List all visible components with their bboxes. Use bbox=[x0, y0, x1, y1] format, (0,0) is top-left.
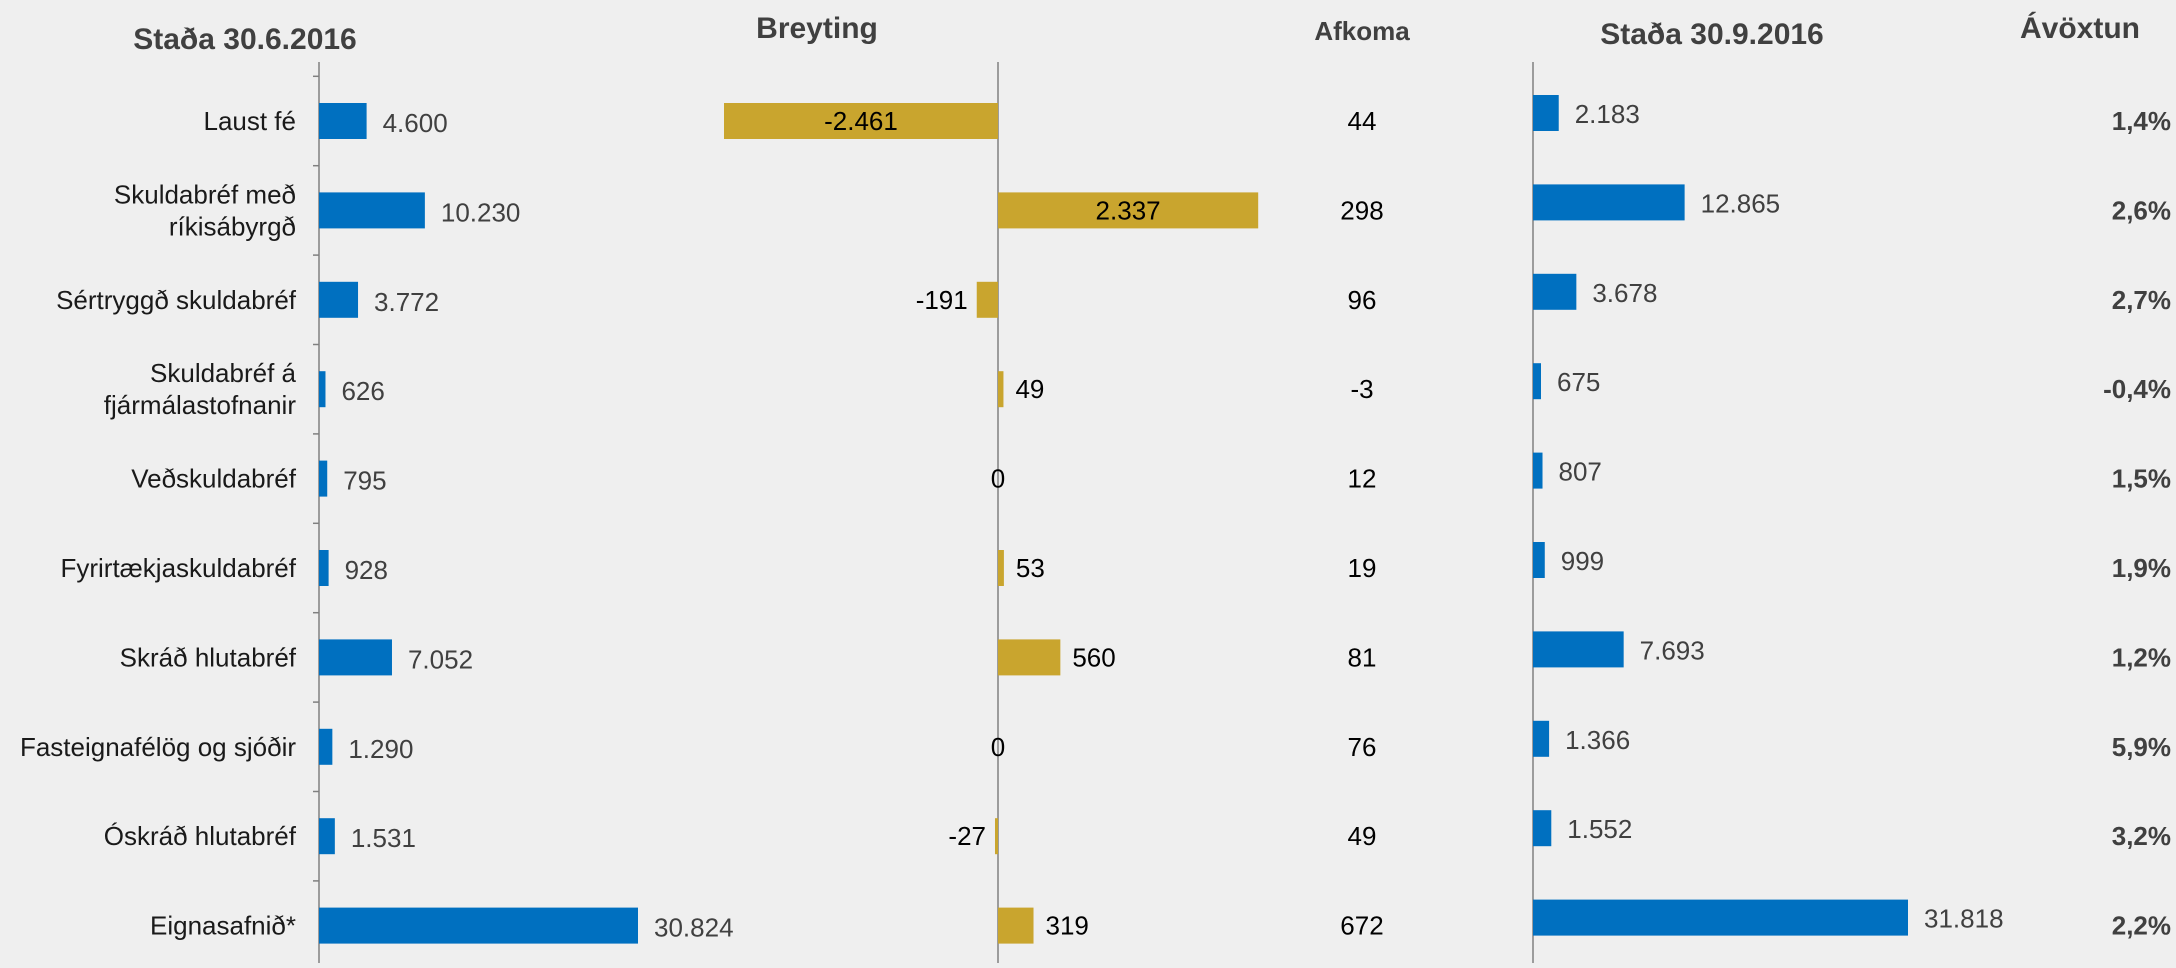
bar-change bbox=[998, 639, 1061, 676]
bar-end bbox=[1533, 363, 1541, 400]
bar-end-label: 1.366 bbox=[1565, 725, 1630, 755]
bar-change-label: 2.337 bbox=[1096, 195, 1161, 225]
return-value: 1,2% bbox=[2112, 642, 2171, 672]
bar-end-label: 3.678 bbox=[1592, 278, 1657, 308]
category-label: Fasteignafélög og sjóðir bbox=[20, 732, 296, 762]
return-value: -0,4% bbox=[2103, 374, 2171, 404]
bar-change-label: 53 bbox=[1016, 553, 1045, 583]
return-value: 1,9% bbox=[2112, 553, 2171, 583]
bar-end bbox=[1533, 95, 1559, 131]
bar-end bbox=[1533, 899, 1908, 936]
bar-change-label: 0 bbox=[991, 464, 1005, 494]
category-label: Óskráð hlutabréf bbox=[104, 821, 297, 851]
bar-change-label: 560 bbox=[1072, 642, 1115, 672]
result-value: 298 bbox=[1340, 195, 1383, 225]
bar-start bbox=[319, 818, 335, 855]
bar-end-label: 31.818 bbox=[1924, 904, 2004, 934]
bar-end bbox=[1533, 273, 1577, 310]
bar-start bbox=[319, 103, 367, 139]
bar-change bbox=[998, 550, 1004, 586]
bar-end bbox=[1533, 542, 1545, 578]
return-value: 2,7% bbox=[2112, 285, 2171, 315]
header-result: Afkoma bbox=[1314, 16, 1410, 46]
header-change: Breyting bbox=[756, 12, 878, 45]
header-start: Staða 30.6.2016 bbox=[133, 23, 357, 56]
bar-start bbox=[319, 281, 359, 318]
bar-start bbox=[319, 639, 392, 676]
return-value: 5,9% bbox=[2112, 732, 2171, 762]
bar-change bbox=[998, 192, 1259, 229]
return-value: 1,5% bbox=[2112, 464, 2171, 494]
return-value: 2,6% bbox=[2112, 195, 2171, 225]
bar-end-label: 2.183 bbox=[1575, 99, 1640, 129]
category-label: Veðskuldabréf bbox=[131, 464, 297, 494]
bar-end bbox=[1533, 720, 1550, 757]
bar-start-label: 10.230 bbox=[441, 197, 521, 227]
bar-start-label: 4.600 bbox=[383, 108, 448, 138]
bar-change bbox=[998, 907, 1034, 944]
bar-start bbox=[319, 460, 328, 497]
category-label: Skuldabréf á bbox=[150, 358, 297, 388]
result-value: 76 bbox=[1348, 732, 1377, 762]
result-value: 12 bbox=[1348, 464, 1377, 494]
bar-change-label: -191 bbox=[916, 285, 968, 315]
header-return: Ávöxtun bbox=[2020, 11, 2140, 45]
bar-change bbox=[998, 371, 1004, 408]
category-label: Skuldabréf með bbox=[114, 179, 296, 209]
result-value: -3 bbox=[1350, 374, 1373, 404]
bar-start-label: 795 bbox=[343, 466, 386, 496]
bar-start-label: 626 bbox=[341, 376, 384, 406]
bar-change-label: 0 bbox=[991, 732, 1005, 762]
bar-end bbox=[1533, 452, 1543, 489]
result-value: 672 bbox=[1340, 911, 1383, 941]
bar-end-label: 7.693 bbox=[1640, 635, 1705, 665]
category-label: Laust fé bbox=[203, 106, 296, 136]
category-label: Sértryggð skuldabréf bbox=[56, 285, 297, 315]
bar-start-label: 3.772 bbox=[374, 287, 439, 317]
result-value: 19 bbox=[1348, 553, 1377, 583]
bar-start-label: 1.290 bbox=[348, 734, 413, 764]
category-label: fjármálastofnanir bbox=[104, 390, 297, 420]
bar-start-label: 1.531 bbox=[351, 823, 416, 853]
bar-change bbox=[976, 281, 998, 318]
header-end: Staða 30.9.2016 bbox=[1600, 18, 1824, 51]
bar-start bbox=[319, 192, 425, 229]
bar-change bbox=[994, 818, 998, 855]
bar-change-label: 319 bbox=[1046, 911, 1089, 941]
category-label: Eignasafnið* bbox=[150, 911, 296, 941]
return-value: 3,2% bbox=[2112, 821, 2171, 851]
bar-end-label: 999 bbox=[1561, 546, 1604, 576]
bar-start-label: 928 bbox=[345, 555, 388, 585]
category-label: Fyrirtækjaskuldabréf bbox=[60, 553, 296, 583]
return-value: 1,4% bbox=[2112, 106, 2171, 136]
bar-change bbox=[724, 103, 998, 139]
bar-change-label: -27 bbox=[948, 821, 986, 851]
category-label: Skráð hlutabréf bbox=[120, 642, 297, 672]
result-value: 81 bbox=[1348, 642, 1377, 672]
bar-start bbox=[319, 371, 326, 408]
bar-end bbox=[1533, 631, 1624, 668]
result-value: 96 bbox=[1348, 285, 1377, 315]
result-value: 49 bbox=[1348, 821, 1377, 851]
bar-start bbox=[319, 907, 638, 944]
bar-start-label: 30.824 bbox=[654, 913, 734, 943]
bar-start bbox=[319, 550, 329, 586]
bar-end bbox=[1533, 810, 1552, 847]
bar-change-label: -2.461 bbox=[824, 106, 898, 136]
bar-start-label: 7.052 bbox=[408, 644, 473, 674]
bar-end-label: 675 bbox=[1557, 367, 1600, 397]
bar-end-label: 1.552 bbox=[1567, 814, 1632, 844]
bar-end bbox=[1533, 184, 1685, 221]
result-value: 44 bbox=[1348, 106, 1377, 136]
bar-end-label: 807 bbox=[1559, 457, 1602, 487]
category-label: ríkisábyrgð bbox=[169, 211, 296, 241]
bar-start bbox=[319, 728, 333, 765]
bar-end-label: 12.865 bbox=[1701, 188, 1781, 218]
return-value: 2,2% bbox=[2112, 911, 2171, 941]
bar-change-label: 49 bbox=[1015, 374, 1044, 404]
